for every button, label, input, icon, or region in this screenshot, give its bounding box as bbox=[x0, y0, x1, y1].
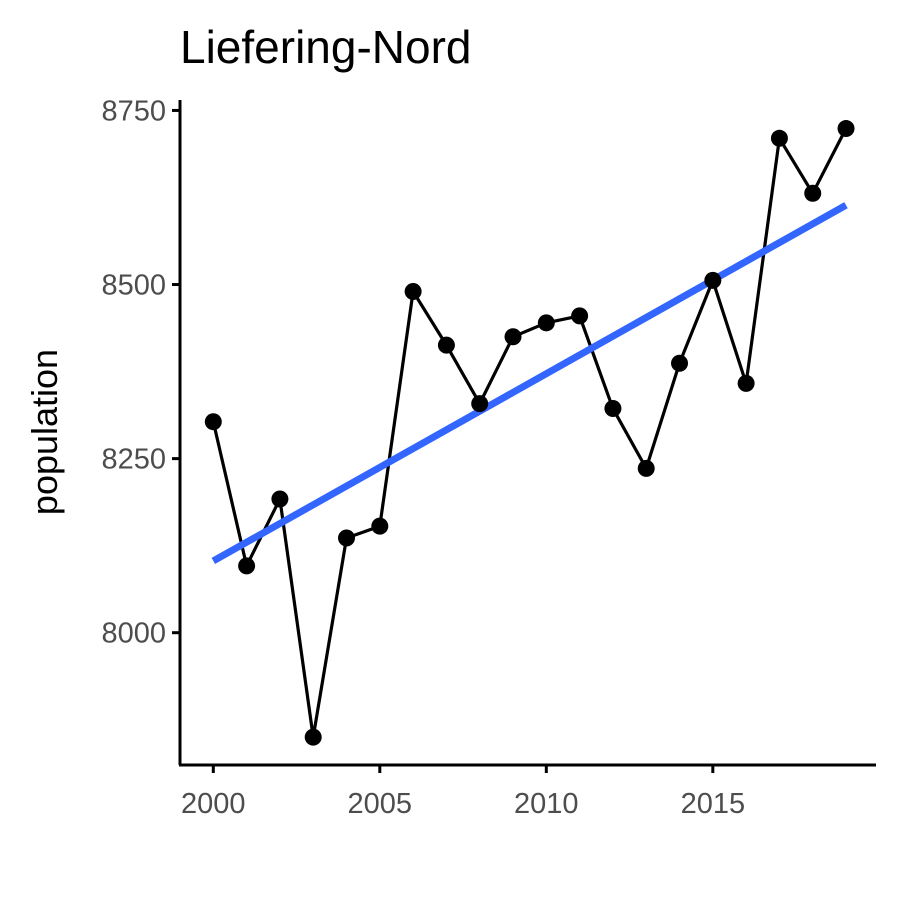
data-point bbox=[271, 490, 289, 508]
data-point bbox=[404, 282, 422, 300]
x-tick-label: 2005 bbox=[348, 788, 413, 820]
data-point bbox=[338, 529, 356, 547]
x-axis-ticks: 2000 2005 2010 2015 bbox=[181, 765, 745, 820]
data-point bbox=[471, 395, 489, 413]
x-tick-label: 2015 bbox=[681, 788, 746, 820]
data-point bbox=[204, 413, 222, 431]
data-point bbox=[637, 459, 655, 477]
data-point bbox=[604, 399, 622, 417]
y-tick-label: 8750 bbox=[101, 95, 166, 127]
data-point bbox=[804, 184, 822, 202]
chart-title: Liefering-Nord bbox=[180, 21, 471, 73]
y-tick-label: 8500 bbox=[101, 270, 166, 302]
trend-line bbox=[211, 202, 848, 565]
data-point bbox=[671, 354, 689, 372]
x-tick-label: 2010 bbox=[514, 788, 579, 820]
data-point bbox=[304, 728, 322, 746]
data-point bbox=[704, 271, 722, 289]
y-axis-ticks: 8000 8250 8500 8750 bbox=[101, 95, 180, 650]
series-line bbox=[211, 127, 848, 739]
data-point bbox=[537, 314, 555, 332]
data-point bbox=[371, 517, 389, 535]
x-tick-label: 2000 bbox=[181, 788, 246, 820]
data-point bbox=[737, 374, 755, 392]
data-points bbox=[204, 120, 855, 746]
y-tick-label: 8250 bbox=[101, 444, 166, 476]
data-point bbox=[837, 120, 855, 138]
data-point bbox=[238, 557, 256, 575]
data-point bbox=[504, 328, 522, 346]
y-axis-label: population bbox=[24, 349, 65, 515]
data-point bbox=[770, 129, 788, 147]
y-tick-label: 8000 bbox=[101, 618, 166, 650]
data-point bbox=[571, 307, 589, 325]
data-point bbox=[437, 336, 455, 354]
